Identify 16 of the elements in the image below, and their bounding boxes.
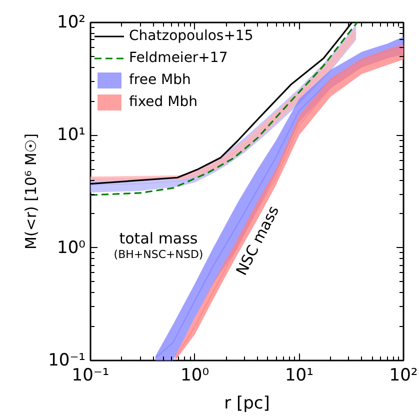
- y-tick-label: 10⁰: [57, 238, 86, 258]
- legend-label: Chatzopoulos+15: [129, 27, 254, 45]
- x-tick-label: 10⁰: [180, 366, 210, 386]
- y-tick-label: 10²: [57, 12, 86, 32]
- annotation: (BH+NSC+NSD): [114, 248, 204, 261]
- annotation: NSC mass: [232, 202, 283, 278]
- legend-label: free Mbh: [129, 71, 191, 89]
- annotation: total mass: [119, 230, 198, 248]
- x-axis-title: r [pc]: [224, 394, 270, 414]
- x-tick-label: 10¹: [284, 366, 314, 386]
- y-axis-title: M(<r) [10⁶ M☉]: [22, 133, 40, 250]
- x-tick-label: 10⁻¹: [72, 366, 110, 386]
- legend-label: fixed Mbh: [129, 93, 198, 111]
- x-tick-label: 10²: [389, 366, 418, 386]
- y-tick-label: 10¹: [57, 125, 86, 146]
- legend-label: Feldmeier+17: [129, 49, 228, 67]
